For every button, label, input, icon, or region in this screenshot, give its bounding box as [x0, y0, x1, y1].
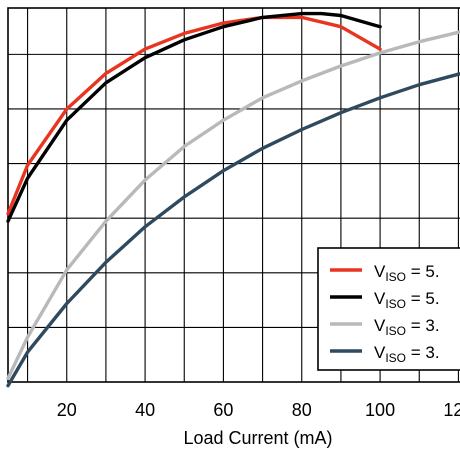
x-tick-label: 120 [443, 400, 460, 420]
x-tick-label: 80 [292, 400, 312, 420]
x-axis-title: Load Current (mA) [183, 428, 332, 448]
x-tick-label: 40 [135, 400, 155, 420]
series-line-2 [6, 11, 382, 223]
series-line-3 [6, 30, 460, 380]
series-line-1 [6, 15, 382, 216]
x-tick-label: 60 [213, 400, 233, 420]
x-tick-label: 20 [57, 400, 77, 420]
x-tick-labels: 20 40 60 80 100 120 [57, 400, 460, 420]
series-line-4 [6, 72, 460, 388]
legend-entry: VISO = 5. [374, 262, 440, 284]
legend-entry: VISO = 3. [374, 316, 440, 338]
plot-frame [7, 7, 460, 383]
series-layer [6, 11, 460, 388]
x-tick-label: 100 [365, 400, 395, 420]
legend: VISO = 5. VISO = 5. VISO = 3. VISO = 3. [317, 247, 460, 371]
legend-entry: VISO = 3. [374, 343, 440, 365]
legend-entry: VISO = 5. [374, 289, 440, 311]
